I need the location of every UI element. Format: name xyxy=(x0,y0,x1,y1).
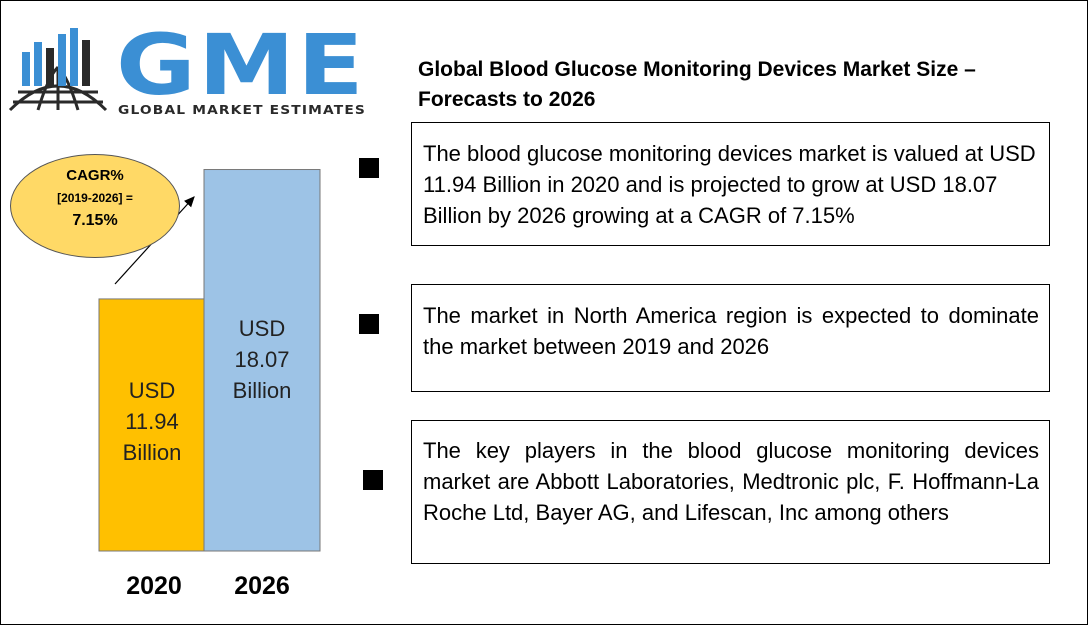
bullet-icon xyxy=(359,158,379,178)
x-tick-2020: 2020 xyxy=(126,572,182,600)
data-label-line: Billion xyxy=(232,377,292,403)
logo-tagline: GLOBAL MARKET ESTIMATES xyxy=(118,103,366,117)
data-label-2026: USD 18.07 Billion xyxy=(204,313,320,406)
bullet-icon xyxy=(363,470,383,490)
bullet-icon xyxy=(359,314,379,334)
cagr-value: 7.15% xyxy=(72,212,118,229)
cagr-badge: CAGR% [2019-2026] = 7.15% xyxy=(10,154,180,258)
x-tick-2026: 2026 xyxy=(234,572,290,600)
globe-logo-icon: GME GLOBAL MARKET ESTIMATES xyxy=(8,22,366,117)
data-label-line: 18.07 xyxy=(234,346,290,372)
data-label-2020: USD 11.94 Billion xyxy=(99,375,205,468)
logo-wordmark: GME xyxy=(116,22,366,114)
data-label-line: USD xyxy=(238,315,286,341)
bar-2026 xyxy=(203,169,321,552)
data-label-line: USD xyxy=(128,377,176,403)
data-label-line: Billion xyxy=(122,439,182,465)
cagr-period: [2019-2026] = xyxy=(57,191,133,205)
fact-box-north-america: The market in North America region is ex… xyxy=(411,284,1050,392)
fact-box-key-players: The key players in the blood glucose mon… xyxy=(411,420,1050,564)
page-title: Global Blood Glucose Monitoring Devices … xyxy=(418,58,976,111)
fact-box-market-value: The blood glucose monitoring devices mar… xyxy=(411,122,1050,246)
gme-logo: GME GLOBAL MARKET ESTIMATES xyxy=(8,22,368,122)
bar-2020 xyxy=(98,298,206,552)
data-label-line: 11.94 xyxy=(125,408,179,434)
cagr-label: CAGR% xyxy=(66,167,124,184)
